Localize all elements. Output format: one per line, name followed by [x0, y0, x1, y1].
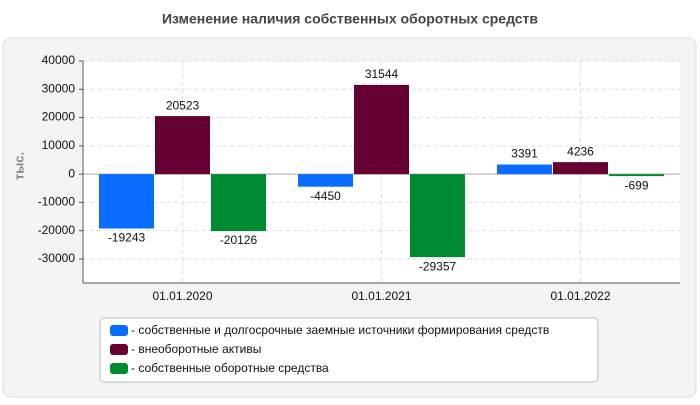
value-label: -4450 [310, 189, 341, 203]
chart-title: Изменение наличия собственных оборотных … [162, 11, 538, 27]
bar [155, 116, 210, 175]
y-tick-label: -20000 [38, 223, 76, 237]
value-label: 20523 [166, 98, 200, 112]
legend-label: - собственные и долгосрочные заемные ист… [131, 323, 549, 337]
value-label: -699 [624, 178, 648, 192]
y-tick-label: -30000 [38, 251, 76, 265]
x-tick-label: 01.01.2022 [550, 289, 610, 303]
bar [497, 164, 552, 175]
x-tick-label: 01.01.2020 [152, 289, 212, 303]
legend-label: - собственные оборотные средства [131, 361, 329, 375]
value-label: 3391 [511, 147, 538, 161]
x-tick-label: 01.01.2021 [351, 289, 411, 303]
y-tick-label: 30000 [42, 81, 76, 95]
bar [354, 84, 409, 175]
y-tick-label: 20000 [42, 110, 76, 124]
y-axis-label: тыс. [11, 152, 26, 180]
legend-label: - внеоборотные активы [131, 342, 261, 356]
bar [553, 162, 608, 175]
y-tick-label: 40000 [42, 53, 76, 67]
bar [609, 174, 664, 177]
legend-swatch [110, 363, 128, 374]
y-tick-label: -10000 [38, 195, 76, 209]
value-label: -29357 [419, 259, 457, 273]
bar [211, 174, 266, 232]
legend-swatch [110, 325, 128, 336]
bar [99, 174, 154, 229]
bar [410, 174, 465, 258]
legend-box [99, 317, 599, 383]
y-tick-label: 10000 [42, 138, 76, 152]
bar [298, 174, 353, 187]
y-tick-label: 0 [68, 166, 75, 180]
value-label: -20126 [220, 233, 258, 247]
legend-swatch [110, 344, 128, 355]
value-label: 31544 [365, 67, 399, 81]
value-label: 4236 [567, 144, 594, 158]
value-label: -19243 [108, 231, 146, 245]
